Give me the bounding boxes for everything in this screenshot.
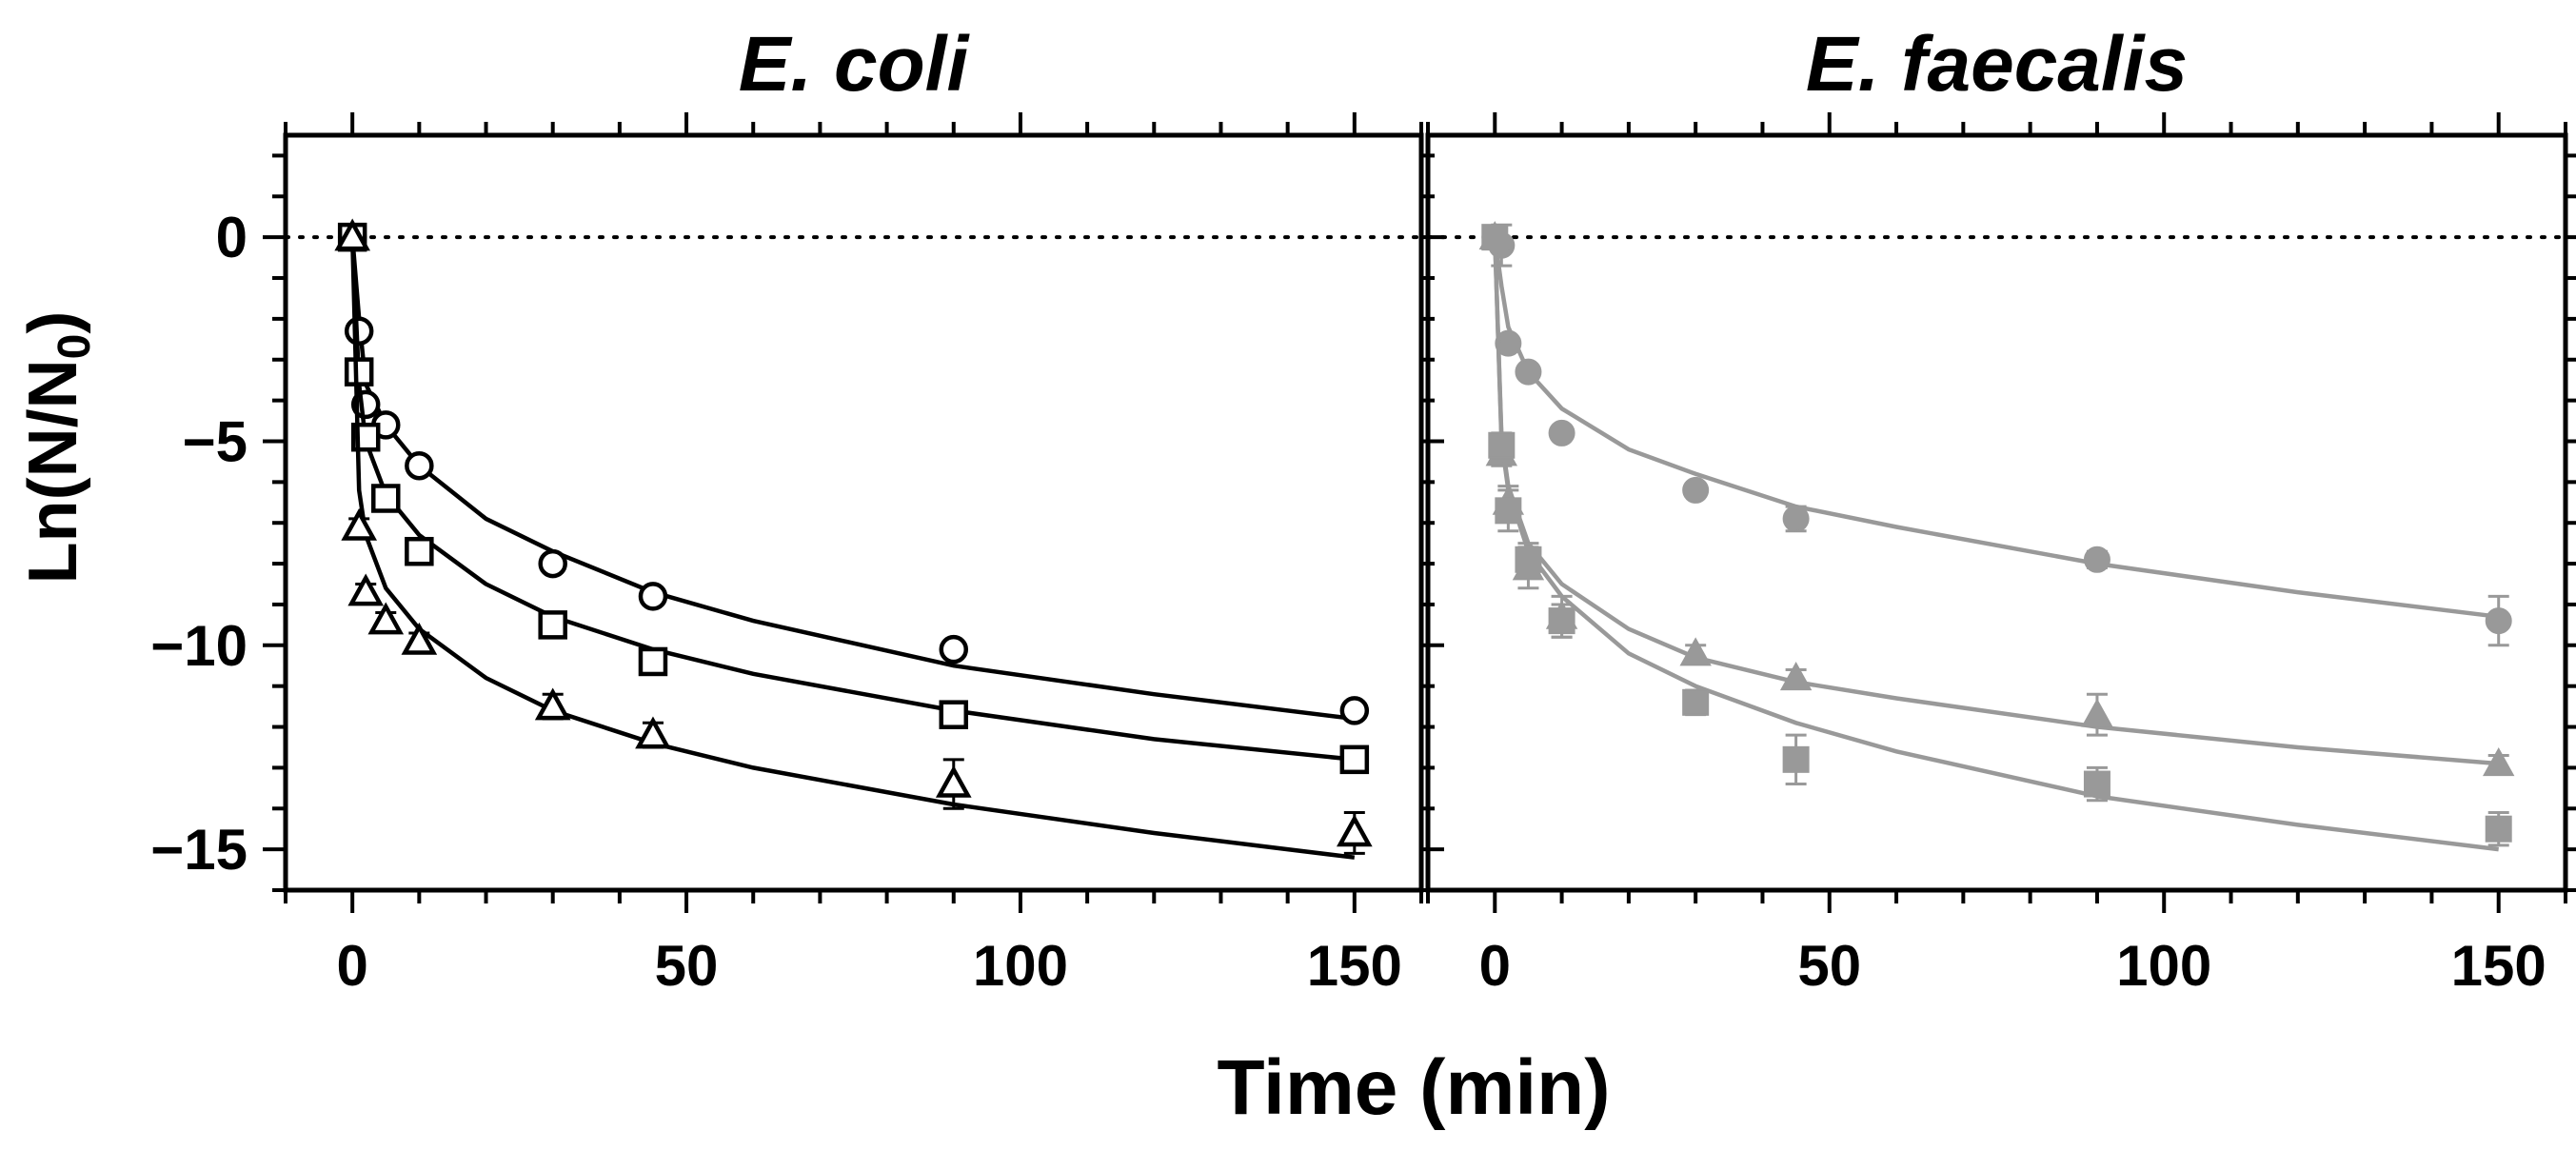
plot-frame bbox=[283, 132, 1424, 893]
panel-e-coli: E. coli 0 50 100 150 0 −5 −10 −15 bbox=[150, 21, 1444, 998]
data-point-triangle bbox=[635, 716, 671, 749]
data-point-square bbox=[1481, 224, 1509, 251]
data-point-circle bbox=[1682, 476, 1710, 504]
data-point-square bbox=[1339, 744, 1370, 775]
data-point-triangle bbox=[1336, 814, 1373, 847]
x-tick-label: 150 bbox=[2451, 934, 2546, 998]
fit-curve-circle bbox=[349, 237, 1356, 722]
data-point-square bbox=[344, 357, 374, 387]
data-point-triangle bbox=[1779, 662, 1813, 691]
y-axis-label-main: Ln(N/N bbox=[15, 359, 91, 584]
y-axis-label-close: ) bbox=[15, 311, 91, 334]
x-tick-label: 100 bbox=[973, 934, 1068, 998]
chart-title: E. faecalis bbox=[1806, 21, 2188, 108]
series-circle bbox=[1481, 223, 2512, 647]
data-point-square bbox=[538, 610, 567, 640]
fit-curve-square bbox=[349, 237, 1356, 763]
data-point-circle bbox=[2485, 607, 2512, 635]
chart-title: E. coli bbox=[739, 21, 971, 108]
y-tick-label: −10 bbox=[150, 614, 248, 678]
data-point-circle bbox=[1782, 505, 1810, 532]
data-point-circle bbox=[1515, 358, 1542, 386]
series-triangle bbox=[334, 218, 1373, 860]
fit-curve-square bbox=[1493, 237, 2499, 852]
data-point-square bbox=[939, 700, 969, 729]
data-point-triangle bbox=[534, 687, 571, 721]
data-point-circle bbox=[1548, 419, 1575, 447]
data-point-square bbox=[1515, 546, 1542, 573]
series-circle bbox=[337, 222, 1370, 725]
data-point-triangle bbox=[401, 622, 438, 655]
x-tick-label: 150 bbox=[1307, 934, 1402, 998]
data-point-square bbox=[405, 536, 434, 566]
data-point-square bbox=[638, 646, 668, 677]
data-point-circle bbox=[638, 582, 668, 611]
data-point-triangle bbox=[367, 602, 405, 635]
x-tick-label: 100 bbox=[2116, 934, 2211, 998]
fit-curve-circle bbox=[1493, 236, 2499, 620]
fit-curve-triangle bbox=[349, 237, 1356, 860]
x-axis-label: Time (min) bbox=[1217, 1044, 1610, 1131]
x-tick-label: 0 bbox=[336, 934, 367, 998]
data-point-square bbox=[1682, 688, 1710, 716]
y-axis-label-subscript: 0 bbox=[50, 334, 100, 360]
y-tick-label: 0 bbox=[216, 206, 248, 269]
data-point-circle bbox=[1495, 329, 1522, 357]
y-tick-label: −15 bbox=[150, 818, 248, 882]
series-square bbox=[1481, 224, 2512, 852]
y-tick-label: −5 bbox=[183, 409, 248, 473]
x-tick-label: 0 bbox=[1479, 934, 1511, 998]
data-point-triangle bbox=[341, 507, 378, 541]
plot-frame bbox=[1425, 132, 2568, 893]
data-point-circle bbox=[939, 634, 969, 665]
x-tick-label: 50 bbox=[1797, 934, 1861, 998]
data-point-circle bbox=[538, 548, 567, 579]
data-point-square bbox=[1488, 431, 1516, 459]
data-point-square bbox=[2485, 815, 2512, 843]
data-point-circle bbox=[405, 450, 434, 481]
data-point-triangle bbox=[935, 764, 972, 798]
data-point-triangle bbox=[1679, 637, 1712, 666]
data-point-triangle bbox=[2483, 747, 2515, 777]
data-point-triangle bbox=[2081, 698, 2113, 727]
fit-curve-triangle bbox=[1493, 237, 2499, 766]
x-tick-label: 50 bbox=[655, 934, 719, 998]
series-square bbox=[337, 222, 1370, 775]
data-point-triangle bbox=[334, 218, 371, 251]
data-point-square bbox=[1495, 497, 1522, 525]
data-point-square bbox=[371, 484, 401, 513]
data-point-square bbox=[1782, 745, 1810, 773]
data-point-square bbox=[2083, 770, 2110, 798]
data-point-triangle bbox=[347, 573, 385, 606]
data-point-square bbox=[1548, 607, 1575, 635]
y-axis-label: Ln(N/N0) bbox=[15, 311, 100, 585]
data-point-circle bbox=[1339, 696, 1370, 725]
data-point-circle bbox=[2083, 546, 2110, 573]
panel-e-faecalis: E. faecalis 0 50 100 150 bbox=[1425, 21, 2576, 998]
series-triangle bbox=[1478, 221, 2515, 777]
